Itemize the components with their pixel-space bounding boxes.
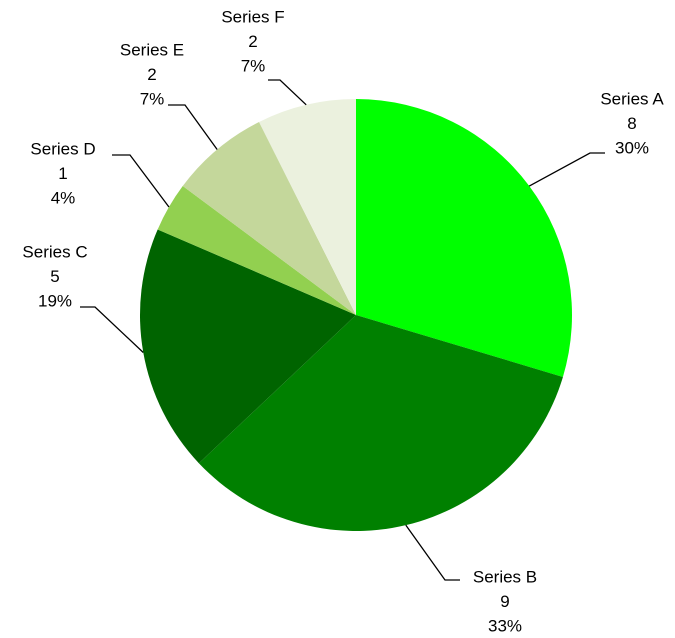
- slice-value: 2: [248, 32, 257, 51]
- slice-label: Series C: [22, 242, 87, 261]
- leader-line: [268, 79, 307, 106]
- slice-value: 2: [147, 65, 156, 84]
- slice-value: 5: [50, 267, 59, 286]
- pie-slice: [198, 315, 563, 531]
- leader-line: [112, 154, 170, 208]
- pie-slice: [182, 121, 356, 316]
- leader-line: [405, 524, 460, 581]
- slice-percent: 30%: [615, 138, 649, 157]
- slice-label: Series D: [30, 139, 95, 158]
- pie-slice: [356, 99, 572, 377]
- slice-percent: 7%: [140, 89, 165, 108]
- pie-slice: [139, 229, 356, 464]
- slice-label: Series F: [221, 7, 284, 26]
- slice-value: 8: [627, 114, 636, 133]
- slice-percent: 33%: [488, 616, 522, 635]
- slice-label: Series E: [120, 40, 184, 59]
- slice-percent: 7%: [241, 56, 266, 75]
- leader-line: [80, 306, 144, 353]
- slice-percent: 19%: [38, 291, 72, 310]
- slice-label: Series A: [600, 89, 664, 108]
- pie-slice: [157, 186, 356, 315]
- leader-line: [528, 152, 605, 187]
- slice-value: 1: [58, 164, 67, 183]
- slice-percent: 4%: [51, 188, 76, 207]
- slice-value: 9: [500, 592, 509, 611]
- pie-slice: [259, 99, 356, 315]
- slice-label: Series B: [473, 567, 537, 586]
- leader-line: [168, 104, 218, 150]
